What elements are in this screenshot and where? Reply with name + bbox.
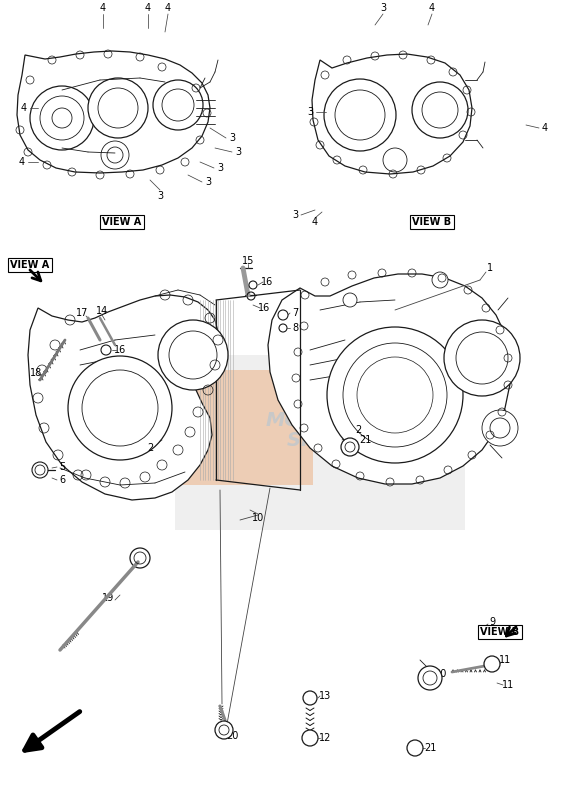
Text: 4: 4 [542, 123, 548, 133]
Text: 17: 17 [76, 308, 88, 318]
Circle shape [302, 730, 318, 746]
Text: 3: 3 [205, 177, 211, 187]
Circle shape [383, 148, 407, 172]
Text: 6: 6 [59, 475, 65, 485]
Text: 21: 21 [359, 435, 371, 445]
Text: 2: 2 [147, 443, 153, 453]
Circle shape [278, 310, 288, 320]
Circle shape [407, 740, 423, 756]
Text: MOTORCYCLE: MOTORCYCLE [266, 410, 414, 430]
Circle shape [130, 548, 150, 568]
Text: 15: 15 [242, 256, 254, 266]
Text: 3: 3 [307, 107, 313, 117]
Circle shape [412, 82, 468, 138]
Text: 4: 4 [19, 157, 25, 167]
Circle shape [101, 141, 129, 169]
Circle shape [432, 272, 448, 288]
Polygon shape [312, 54, 472, 174]
Text: 21: 21 [424, 743, 436, 753]
FancyBboxPatch shape [175, 355, 465, 530]
Text: 20: 20 [226, 731, 238, 741]
Text: 3: 3 [229, 133, 235, 143]
Text: 1: 1 [487, 263, 493, 273]
Text: VIEW B: VIEW B [413, 217, 452, 227]
Polygon shape [28, 295, 218, 500]
Text: SPARE PARTS: SPARE PARTS [287, 430, 433, 450]
Text: 4: 4 [429, 3, 435, 13]
Text: 11: 11 [499, 655, 511, 665]
Circle shape [279, 324, 287, 332]
Text: 5: 5 [59, 462, 65, 472]
Text: 20: 20 [434, 669, 446, 679]
Text: 3: 3 [217, 163, 223, 173]
Text: 9: 9 [489, 617, 495, 627]
Text: 2: 2 [355, 425, 361, 435]
Circle shape [30, 86, 94, 150]
Circle shape [215, 721, 233, 739]
Circle shape [418, 666, 442, 690]
Circle shape [32, 462, 48, 478]
Circle shape [444, 320, 520, 396]
Text: 19: 19 [102, 593, 114, 603]
Text: 13: 13 [319, 691, 331, 701]
Circle shape [343, 293, 357, 307]
Text: 8: 8 [292, 323, 298, 333]
Text: 4: 4 [100, 3, 106, 13]
Circle shape [153, 80, 203, 130]
FancyBboxPatch shape [178, 370, 313, 485]
Text: 12: 12 [319, 733, 331, 743]
Text: VIEW A: VIEW A [10, 260, 50, 270]
Text: 4: 4 [21, 103, 27, 113]
Circle shape [482, 410, 518, 446]
Text: 7: 7 [292, 308, 298, 318]
Text: VIEW A: VIEW A [102, 217, 141, 227]
Text: 10: 10 [252, 513, 264, 523]
Polygon shape [268, 274, 510, 484]
Text: 4: 4 [145, 3, 151, 13]
Circle shape [68, 356, 172, 460]
Text: 3: 3 [235, 147, 241, 157]
Text: 14: 14 [96, 306, 108, 316]
Text: 4: 4 [165, 3, 171, 13]
Text: 3: 3 [157, 191, 163, 201]
Circle shape [341, 438, 359, 456]
Circle shape [303, 691, 317, 705]
Text: 16: 16 [114, 345, 126, 355]
Text: 3: 3 [292, 210, 298, 220]
Text: 3: 3 [380, 3, 386, 13]
Text: 4: 4 [312, 217, 318, 227]
Text: 16: 16 [258, 303, 270, 313]
Circle shape [88, 78, 148, 138]
Circle shape [327, 327, 463, 463]
Text: VIEW B: VIEW B [481, 627, 519, 637]
Text: 11: 11 [502, 680, 514, 690]
Circle shape [484, 656, 500, 672]
Polygon shape [17, 51, 210, 173]
Text: 18: 18 [30, 368, 42, 378]
Text: 16: 16 [261, 277, 273, 287]
Circle shape [158, 320, 228, 390]
Circle shape [324, 79, 396, 151]
